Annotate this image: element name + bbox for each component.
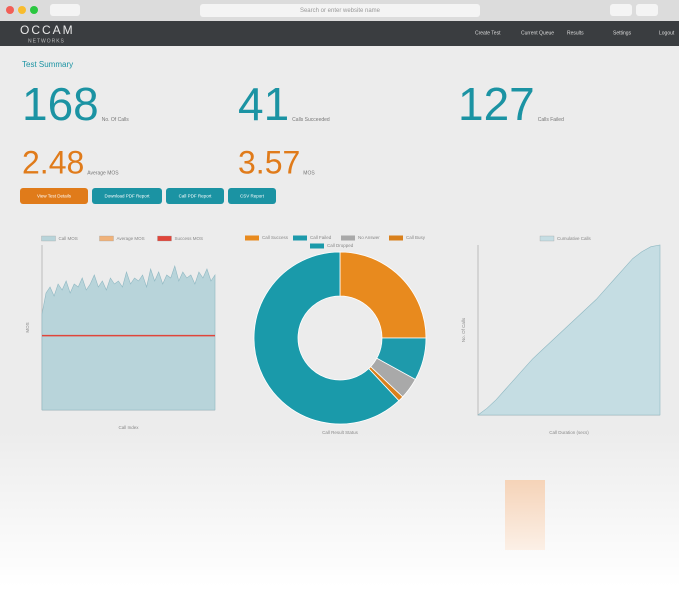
address-text: Search or enter website name bbox=[300, 8, 381, 14]
stat-label: Calls Succeeded bbox=[292, 117, 330, 123]
legend-label: Call Dropped bbox=[327, 243, 354, 248]
section-title: Test Summary bbox=[22, 60, 73, 69]
stat-label: Average MOS bbox=[87, 170, 119, 176]
legend-swatch bbox=[245, 235, 259, 241]
stat-value: 3.57 bbox=[238, 144, 300, 180]
close-dot[interactable] bbox=[6, 6, 14, 14]
fade-overlay bbox=[0, 430, 679, 587]
legend-swatch bbox=[157, 235, 172, 242]
y-axis-label: No. Of Calls bbox=[461, 317, 466, 342]
max-dot[interactable] bbox=[30, 6, 38, 14]
nav-link[interactable]: Settings bbox=[613, 30, 632, 36]
nav-bar bbox=[0, 21, 679, 46]
tab-button[interactable] bbox=[636, 4, 658, 16]
donut-slice bbox=[253, 251, 400, 425]
legend-label: Success MOS bbox=[175, 236, 204, 241]
legend-label: Call MOS bbox=[59, 236, 78, 241]
logo-sub: NETWORKS bbox=[28, 38, 65, 44]
legend-swatch bbox=[539, 235, 555, 242]
min-dot[interactable] bbox=[18, 6, 26, 14]
legend-label: Call Busy bbox=[406, 235, 426, 240]
legend-label: Average MOS bbox=[117, 236, 145, 241]
address-bar[interactable] bbox=[200, 4, 480, 17]
stat-value: 41 bbox=[238, 78, 289, 130]
stat-label: Calls Failed bbox=[538, 117, 564, 123]
button-label: View Test Details bbox=[37, 194, 72, 199]
stat-label: No. Of Calls bbox=[102, 117, 129, 123]
legend-swatch bbox=[293, 235, 307, 241]
stat-value: 127 bbox=[458, 78, 535, 130]
button[interactable] bbox=[92, 188, 162, 204]
tab-button[interactable] bbox=[610, 4, 632, 16]
nav-link[interactable]: Logout bbox=[659, 30, 675, 36]
legend-swatch bbox=[341, 235, 355, 241]
logo: OCCAM bbox=[20, 23, 75, 37]
nav-buttons[interactable] bbox=[50, 4, 80, 16]
legend-swatch bbox=[99, 235, 114, 242]
area bbox=[41, 264, 216, 411]
button[interactable] bbox=[228, 188, 276, 204]
legend-label: Cumulative Calls bbox=[557, 236, 592, 241]
nav-link[interactable]: Create Test bbox=[475, 30, 501, 36]
x-axis-label: Call Index bbox=[118, 425, 139, 430]
legend-swatch bbox=[389, 235, 403, 241]
button-label: Call PDF Report bbox=[179, 194, 213, 199]
donut-slice bbox=[339, 251, 427, 339]
stat-value: 2.48 bbox=[22, 144, 84, 180]
area bbox=[477, 244, 661, 416]
button-label: Download PDF Report bbox=[104, 194, 150, 199]
button[interactable] bbox=[20, 188, 88, 204]
legend-label: Call Failed bbox=[310, 235, 332, 240]
stat-value: 168 bbox=[22, 78, 99, 130]
y-axis-label: MOS bbox=[25, 322, 30, 332]
button[interactable] bbox=[166, 188, 224, 204]
stat-label: MOS bbox=[303, 170, 315, 176]
legend-label: Call Success bbox=[262, 235, 289, 240]
legend-label: No Answer bbox=[358, 235, 380, 240]
nav-link[interactable]: Current Queue bbox=[521, 30, 554, 36]
legend-swatch bbox=[41, 235, 56, 242]
nav-link[interactable]: Results bbox=[567, 30, 584, 36]
button-label: CSV Report bbox=[240, 194, 265, 199]
legend-swatch bbox=[310, 243, 324, 249]
